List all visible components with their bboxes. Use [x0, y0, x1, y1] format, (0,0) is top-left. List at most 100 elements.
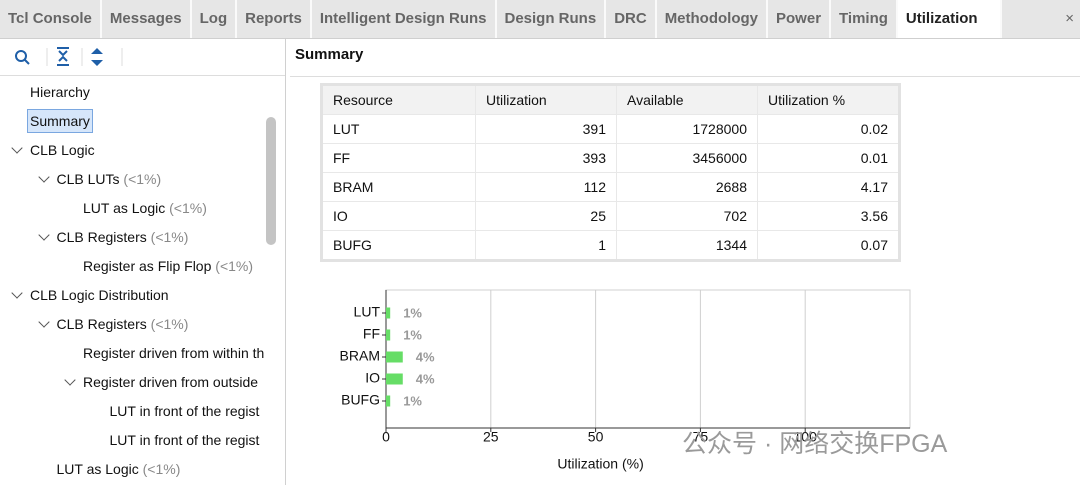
tree-node[interactable]: Register driven from within th [83, 342, 264, 364]
table-cell: 4.17 [757, 172, 900, 202]
table-row: FF 393 3456000 0.01 [321, 143, 900, 173]
table-cell: 3.56 [757, 201, 900, 231]
tree-node[interactable]: CLB LUTs (<1%) [57, 168, 162, 190]
column-header: Available [616, 84, 758, 115]
table-row: BUFG 1 1344 0.07 [321, 230, 900, 261]
table-cell: 0.01 [757, 143, 900, 173]
value-label: 4% [416, 349, 435, 364]
tree-node[interactable]: LUT in front of the regist [110, 400, 260, 422]
expander[interactable] [37, 229, 50, 241]
table-row: IO 25 702 3.56 [321, 201, 900, 231]
scrollbar[interactable] [266, 117, 276, 245]
tree-label: LUT as Logic [56, 461, 139, 477]
tree-node[interactable]: CLB Logic [30, 139, 95, 161]
tab[interactable]: Utilization [897, 0, 1002, 38]
tree-label: Hierarchy [30, 84, 90, 100]
tree-node[interactable]: CLB Logic Distribution [30, 284, 169, 306]
tab[interactable]: Methodology [657, 0, 769, 38]
tree-label: CLB Logic [30, 142, 95, 158]
table-cell: 1 [475, 230, 617, 261]
left-panel: Hierarchy Summary CLB Logic CLB LUTs (<1%) L… [0, 39, 286, 485]
search-icon[interactable] [15, 50, 27, 62]
toolbar [0, 39, 285, 76]
y-tick-label: IO [365, 370, 380, 386]
bar [386, 307, 391, 319]
expander[interactable] [11, 142, 23, 154]
column-header: Utilization [475, 84, 617, 115]
table-cell: 0.02 [757, 114, 900, 144]
tab[interactable]: Intelligent Design Runs [312, 0, 497, 38]
tree-node[interactable]: Summary [27, 109, 93, 133]
expander[interactable] [37, 171, 50, 183]
x-tick-label: 50 [588, 429, 604, 445]
expander[interactable] [64, 374, 76, 386]
summary-title: Summary [295, 46, 364, 63]
tree-node[interactable]: Register as Flip Flop (<1%) [83, 255, 253, 277]
y-tick-label: FF [363, 326, 380, 342]
value-label: 1% [403, 327, 422, 342]
tab[interactable]: Design Runs [497, 0, 607, 38]
tree: Hierarchy Summary CLB Logic CLB LUTs (<1%) L… [0, 77, 264, 485]
tree-suffix: (<1%) [169, 200, 207, 216]
tab[interactable]: DRC [606, 0, 657, 38]
table-cell: 702 [616, 201, 758, 231]
tab[interactable]: Timing [831, 0, 898, 38]
tree-node[interactable]: Register driven from outside [83, 371, 258, 393]
table-cell: BUFG [321, 230, 476, 261]
x-tick-label: 100 [794, 429, 818, 445]
table-cell: 25 [475, 201, 617, 231]
expand-icon[interactable] [91, 48, 103, 66]
value-label: 1% [403, 305, 422, 320]
tree-label: CLB Logic Distribution [30, 287, 169, 303]
bar [386, 373, 403, 385]
tree-node[interactable]: CLB Registers (<1%) [57, 226, 189, 248]
utilization-table: Resource Utilization Available Utilization … [320, 83, 901, 262]
expander[interactable] [11, 287, 23, 299]
tree-node[interactable]: Hierarchy [30, 81, 90, 103]
table-row: LUT 391 1728000 0.02 [321, 114, 900, 144]
column-header: Resource [321, 84, 476, 115]
table-cell: 1728000 [616, 114, 758, 144]
tree-node[interactable]: LUT in front of the regist [110, 429, 260, 451]
tab[interactable]: Messages [102, 0, 192, 38]
tree-node[interactable]: LUT as Logic (<1%) [83, 197, 207, 219]
value-label: 1% [403, 393, 422, 408]
tree-label: CLB Registers [56, 229, 147, 245]
y-tick-label: BRAM [340, 348, 380, 364]
tree-label: Register as Flip Flop [83, 258, 212, 274]
collapse-icon[interactable] [57, 47, 69, 66]
table-cell: 391 [475, 114, 617, 144]
tree-label: Register driven from outside [83, 374, 259, 390]
bar [386, 329, 391, 341]
tab[interactable]: Tcl Console [0, 0, 102, 38]
chart: 0 25 50 75 100 Utilization (%) LUT 1% FF 1% BRAM 4%… [340, 289, 911, 472]
x-axis-label: Utilization (%) [557, 456, 643, 472]
table-cell: 112 [475, 172, 617, 202]
tree-suffix: (<1%) [215, 258, 254, 274]
tree-label: LUT in front of the regist [109, 403, 260, 419]
tree-label: CLB LUTs [56, 171, 120, 187]
x-tick-label: 25 [483, 429, 499, 445]
tab[interactable]: Log [192, 0, 238, 38]
toolbar-icons [15, 47, 123, 66]
column-header: Utilization % [757, 84, 900, 115]
tab[interactable]: Reports [237, 0, 312, 38]
tree-label: LUT in front of the regist [109, 432, 260, 448]
watermark: 公众号 · 网络交换FPGA [682, 430, 948, 458]
table-cell: 2688 [616, 172, 758, 202]
close-button[interactable]: × [1065, 10, 1074, 27]
table-header: Resource Utilization Available Utilization … [321, 84, 900, 115]
x-tick-label: 0 [382, 429, 390, 445]
tree-node[interactable]: CLB Registers (<1%) [57, 313, 189, 335]
expander[interactable] [37, 316, 50, 328]
tab[interactable]: Power [768, 0, 832, 38]
tab-bar: Tcl Console Messages Log Reports Intelligent… [0, 0, 1080, 39]
tree-label: Summary [30, 113, 90, 129]
bar [386, 351, 403, 363]
tree-node[interactable]: LUT as Logic (<1%) [57, 458, 181, 480]
y-tick-label: BUFG [341, 392, 380, 408]
tree-suffix: (<1%) [150, 229, 189, 245]
tree-label: LUT as Logic [83, 200, 166, 216]
bar [386, 395, 391, 407]
